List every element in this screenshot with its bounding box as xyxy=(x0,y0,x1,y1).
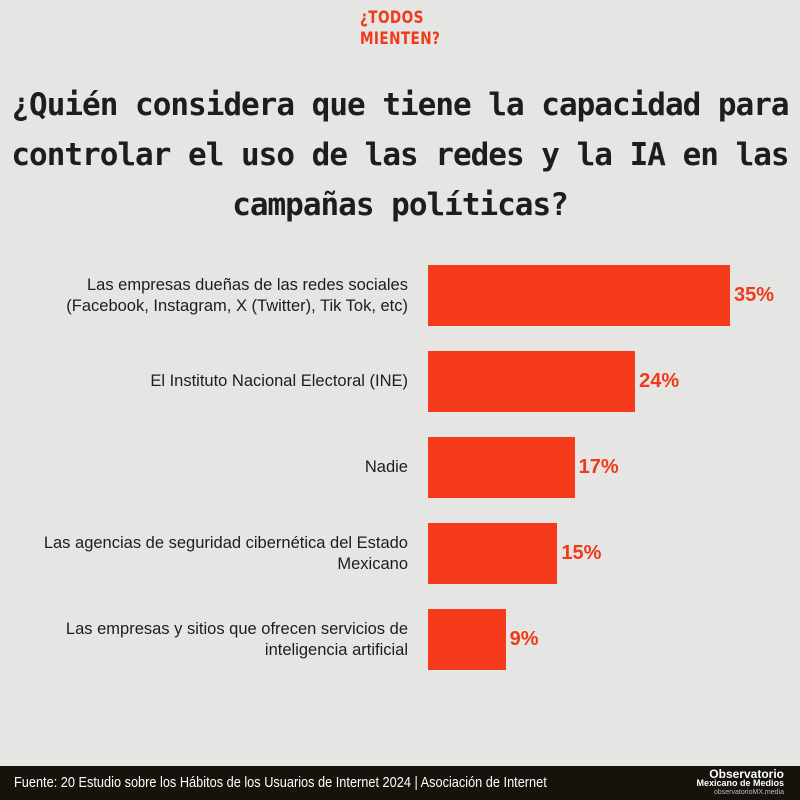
brand-logo: ¿TODOS MIENTEN? xyxy=(360,8,440,50)
brand-line1: ¿TODOS xyxy=(360,8,424,28)
logo-line1: Observatorio xyxy=(709,767,784,781)
category-label: Las empresas dueñas de las redes sociale… xyxy=(66,275,408,315)
value-label: 17% xyxy=(578,456,619,478)
logo-line2: Mexicano de Medios xyxy=(696,778,784,788)
value-label: 15% xyxy=(561,542,602,564)
observatorio-logo: Observatorio Mexicano de Medios observat… xyxy=(696,767,784,797)
category-label: Las agencias de seguridad cibernética de… xyxy=(43,533,408,573)
bar xyxy=(428,437,575,498)
logo-url: observatorioMX.media xyxy=(713,789,784,796)
source-text: Fuente: 20 Estudio sobre los Hábitos de … xyxy=(14,774,547,791)
value-label: 24% xyxy=(639,370,680,392)
bar xyxy=(428,609,506,670)
value-label: 9% xyxy=(509,628,539,650)
brand-line2: MIENTEN? xyxy=(360,29,441,49)
bar xyxy=(428,265,730,326)
footer: Fuente: 20 Estudio sobre los Hábitos de … xyxy=(0,766,800,800)
category-label: Nadie xyxy=(364,458,408,476)
category-label: Las empresas y sitios que ofrecen servic… xyxy=(65,619,408,659)
chart-title: ¿Quién considera que tiene la capacidad … xyxy=(11,87,789,223)
bar xyxy=(428,523,558,584)
value-label: 35% xyxy=(734,284,775,306)
category-label: El Instituto Nacional Electoral (INE) xyxy=(150,372,408,390)
bar xyxy=(428,351,636,412)
